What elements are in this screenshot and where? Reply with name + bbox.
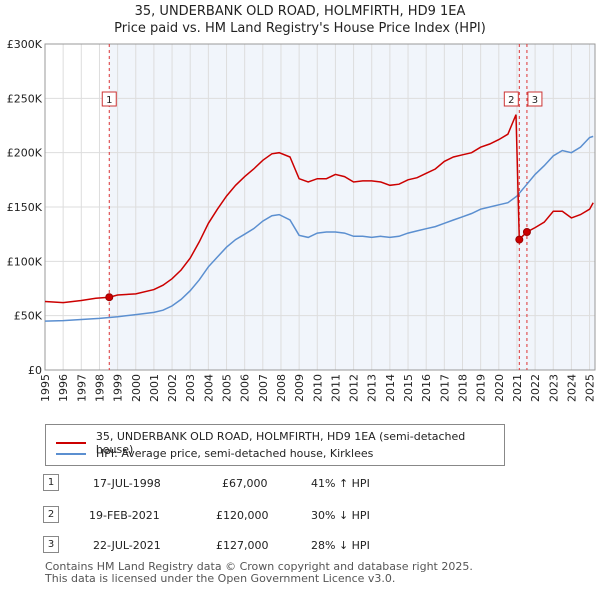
footer-license: This data is licensed under the Open Gov… bbox=[45, 572, 396, 585]
x-tick-label: 2022 bbox=[529, 374, 542, 402]
x-tick-label: 2016 bbox=[420, 374, 433, 402]
x-tick-label: 2018 bbox=[456, 374, 469, 402]
transaction-price: £127,000 bbox=[216, 539, 269, 552]
plot-border bbox=[44, 43, 596, 371]
transaction-date: 22-JUL-2021 bbox=[93, 539, 161, 552]
transaction-hpi-diff: 28% ↓ HPI bbox=[311, 539, 370, 552]
y-tick-label: £250K bbox=[7, 92, 43, 105]
sale-number-box bbox=[527, 91, 543, 107]
y-tick-label: £300K bbox=[7, 38, 43, 51]
x-tick-label: 2020 bbox=[493, 374, 506, 402]
y-tick-label: £150K bbox=[7, 201, 43, 214]
x-tick-label: 1999 bbox=[112, 374, 125, 402]
x-tick-label: 2025 bbox=[584, 374, 597, 402]
transaction-hpi-diff: 30% ↓ HPI bbox=[311, 509, 370, 522]
legend-label-property: 35, UNDERBANK OLD ROAD, HOLMFIRTH, HD9 1… bbox=[95, 430, 466, 456]
x-tick-label: 2019 bbox=[475, 374, 488, 402]
x-tick-label: 2014 bbox=[384, 374, 397, 402]
footer: Contains HM Land Registry data © Crown c… bbox=[45, 561, 473, 585]
transaction-row: 3 22-JUL-2021 £127,000 28% ↓ HPI bbox=[0, 536, 600, 556]
legend-swatch-hpi bbox=[56, 452, 86, 455]
legend-item-property: 35, UNDERBANK OLD ROAD, HOLMFIRTH, HD9 1… bbox=[56, 430, 504, 456]
chart-title: 35, UNDERBANK OLD ROAD, HOLMFIRTH, HD9 1… bbox=[134, 4, 466, 19]
y-tick-label: £50K bbox=[14, 310, 43, 323]
x-tick-label: 2002 bbox=[166, 374, 179, 402]
x-tick-label: 2012 bbox=[348, 374, 361, 402]
x-tick-label: 2024 bbox=[565, 374, 578, 402]
x-tick-label: 2001 bbox=[148, 374, 161, 402]
sale-point bbox=[522, 227, 531, 236]
sale-number-label: 1 bbox=[106, 95, 112, 106]
transaction-hpi-diff: 41% ↑ HPI bbox=[311, 477, 370, 490]
transaction-number-badge: 2 bbox=[43, 506, 59, 523]
x-tick-label: 2013 bbox=[366, 374, 379, 402]
x-tick-label: 2003 bbox=[184, 374, 197, 402]
x-tick-label: 1996 bbox=[57, 374, 70, 402]
x-tick-label: 2006 bbox=[239, 374, 252, 402]
transaction-date: 19-FEB-2021 bbox=[89, 509, 160, 522]
transaction-number-badge: 1 bbox=[43, 474, 59, 491]
price-chart: 1995 1996 1997 1998 1999 2000 2001 2002 2003 2004… bbox=[7, 38, 597, 402]
legend-label-hpi: HPI: Average price, semi-detached house,… bbox=[96, 447, 374, 460]
transaction-row: 1 17-JUL-1998 £67,000 41% ↑ HPI bbox=[0, 474, 600, 494]
transaction-date: 17-JUL-1998 bbox=[93, 477, 161, 490]
x-tick-label: 2007 bbox=[257, 374, 270, 402]
x-tick-label: 2010 bbox=[311, 374, 324, 402]
y-tick-label: £100K bbox=[7, 255, 43, 268]
x-tick-label: 2008 bbox=[275, 374, 288, 402]
y-tick-label: £200K bbox=[7, 147, 43, 160]
x-tick-label: 1998 bbox=[93, 374, 106, 402]
x-tick-label: 2004 bbox=[202, 374, 215, 402]
transaction-price: £67,000 bbox=[222, 477, 268, 490]
transaction-row: 2 19-FEB-2021 £120,000 30% ↓ HPI bbox=[0, 506, 600, 526]
x-tick-label: 2009 bbox=[293, 374, 306, 402]
legend-item-hpi: HPI: Average price, semi-detached house,… bbox=[56, 447, 373, 460]
x-tick-label: 2023 bbox=[547, 374, 560, 402]
sale-number-box bbox=[101, 91, 117, 107]
legend-swatch-property bbox=[56, 442, 86, 444]
chart-subtitle: Price paid vs. HM Land Registry's House … bbox=[114, 21, 486, 36]
sale-point bbox=[515, 235, 524, 244]
x-tick-label: 2005 bbox=[221, 374, 234, 402]
sale-number-label: 3 bbox=[532, 95, 538, 106]
x-tick-label: 2017 bbox=[438, 374, 451, 402]
y-tick-label: £0 bbox=[28, 364, 42, 377]
x-tick-label: 2021 bbox=[511, 374, 524, 402]
sale-number-box bbox=[503, 91, 519, 107]
sale-point bbox=[105, 293, 114, 302]
x-tick-label: 1997 bbox=[75, 374, 88, 402]
transaction-price: £120,000 bbox=[216, 509, 269, 522]
x-tick-label: 2000 bbox=[130, 374, 143, 402]
footer-copyright: Contains HM Land Registry data © Crown c… bbox=[45, 560, 473, 573]
transaction-number-badge: 3 bbox=[43, 536, 59, 553]
x-tick-label: 2015 bbox=[402, 374, 415, 402]
hpi-line bbox=[44, 135, 594, 322]
sale-number-label: 2 bbox=[508, 95, 514, 106]
x-tick-label: 1995 bbox=[39, 374, 52, 402]
x-tick-label: 2011 bbox=[329, 374, 342, 402]
legend: 35, UNDERBANK OLD ROAD, HOLMFIRTH, HD9 1… bbox=[45, 424, 505, 466]
